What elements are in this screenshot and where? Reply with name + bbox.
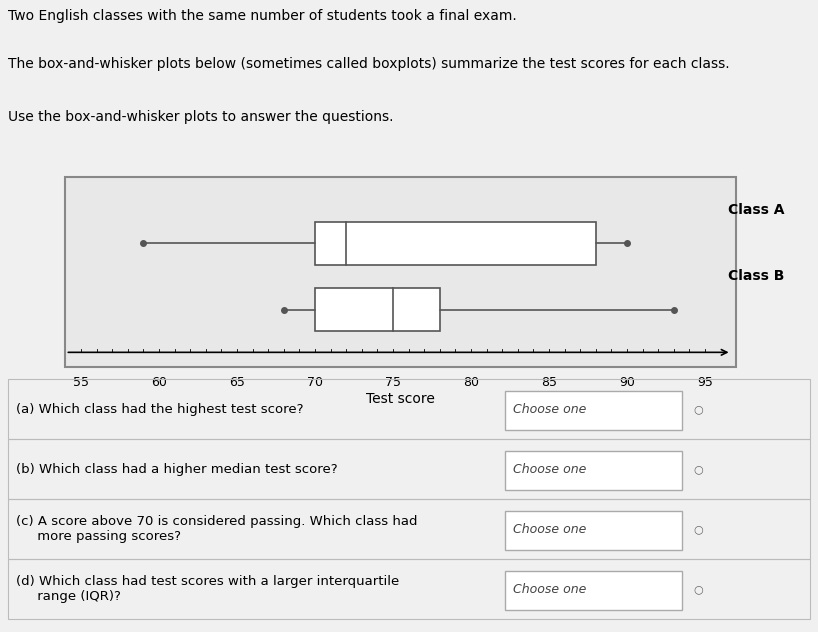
- Text: Class B: Class B: [728, 269, 784, 284]
- FancyBboxPatch shape: [315, 222, 596, 265]
- Text: Class A: Class A: [728, 203, 785, 217]
- Text: Use the box-and-whisker plots to answer the questions.: Use the box-and-whisker plots to answer …: [8, 110, 393, 124]
- Text: ○: ○: [694, 404, 703, 414]
- FancyBboxPatch shape: [315, 288, 440, 331]
- Text: Choose one: Choose one: [513, 583, 587, 596]
- Text: ○: ○: [694, 585, 703, 594]
- Text: Choose one: Choose one: [513, 403, 587, 416]
- FancyBboxPatch shape: [506, 571, 681, 611]
- Text: Two English classes with the same number of students took a final exam.: Two English classes with the same number…: [8, 9, 517, 23]
- Text: ○: ○: [694, 465, 703, 474]
- Text: (b) Which class had a higher median test score?: (b) Which class had a higher median test…: [16, 463, 338, 476]
- X-axis label: Test score: Test score: [366, 392, 435, 406]
- Text: The box-and-whisker plots below (sometimes called boxplots) summarize the test s: The box-and-whisker plots below (sometim…: [8, 57, 730, 71]
- Text: ○: ○: [694, 525, 703, 534]
- Text: (d) Which class had test scores with a larger interquartile
     range (IQR)?: (d) Which class had test scores with a l…: [16, 575, 399, 604]
- Text: Choose one: Choose one: [513, 463, 587, 476]
- FancyBboxPatch shape: [506, 451, 681, 490]
- Text: (c) A score above 70 is considered passing. Which class had
     more passing sc: (c) A score above 70 is considered passi…: [16, 515, 418, 544]
- Text: (a) Which class had the highest test score?: (a) Which class had the highest test sco…: [16, 403, 303, 416]
- FancyBboxPatch shape: [506, 511, 681, 550]
- Text: Choose one: Choose one: [513, 523, 587, 536]
- FancyBboxPatch shape: [506, 391, 681, 430]
